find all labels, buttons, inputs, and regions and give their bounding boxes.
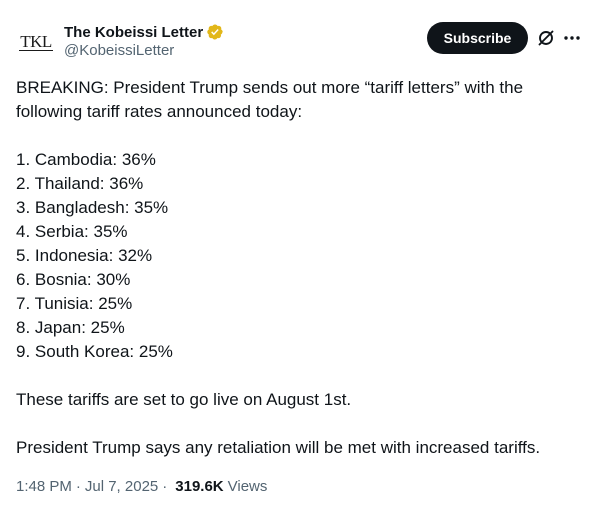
author-handle[interactable]: @KobeissiLetter (64, 42, 175, 59)
views-count: 319.6K (175, 478, 224, 495)
subscribe-button[interactable]: Subscribe (427, 22, 528, 54)
tweet-intro-line: BREAKING: President Trump sends out more… (16, 78, 524, 97)
tweet-intro-line: following tariff rates announced today: (16, 102, 303, 121)
tweet-closing-line: These tariffs are set to go live on Augu… (16, 390, 352, 409)
author-display-name[interactable]: The Kobeissi Letter (64, 23, 204, 41)
tweet-date-link[interactable]: Jul 7, 2025 (84, 478, 159, 495)
tariff-list-item: 2. Thailand: 36% (16, 174, 144, 193)
tariff-list-item: 8. Japan: 25% (16, 318, 125, 337)
meta-separator: · (75, 478, 81, 495)
meta-separator: · (162, 478, 168, 495)
tariff-list-item: 1. Cambodia: 36% (16, 150, 156, 169)
tariff-list-item: 4. Serbia: 35% (16, 222, 128, 241)
more-horizontal-icon[interactable] (562, 28, 582, 48)
tweet-closing-line: President Trump says any retaliation wil… (16, 438, 541, 457)
tariff-list-item: 7. Tunisia: 25% (16, 294, 133, 313)
tariff-list-item: 9. South Korea: 25% (16, 342, 173, 361)
tweet-meta: 1:48 PM · Jul 7, 2025 · 319.6K Views (16, 477, 267, 497)
tariff-list-item: 3. Bangladesh: 35% (16, 198, 169, 217)
tariff-list-item: 6. Bosnia: 30% (16, 270, 131, 289)
author-name-row: The Kobeissi Letter (64, 22, 224, 42)
avatar-logo-text: TKL (19, 32, 53, 51)
views-label: Views (227, 478, 268, 495)
tweet-body: BREAKING: President Trump sends out more… (16, 76, 581, 460)
avatar[interactable]: TKL (16, 22, 56, 62)
verified-badge-icon (207, 24, 223, 40)
tweet-time-link[interactable]: 1:48 PM (16, 478, 72, 495)
tariff-list-item: 5. Indonesia: 32% (16, 246, 153, 265)
grok-icon[interactable] (536, 28, 556, 48)
